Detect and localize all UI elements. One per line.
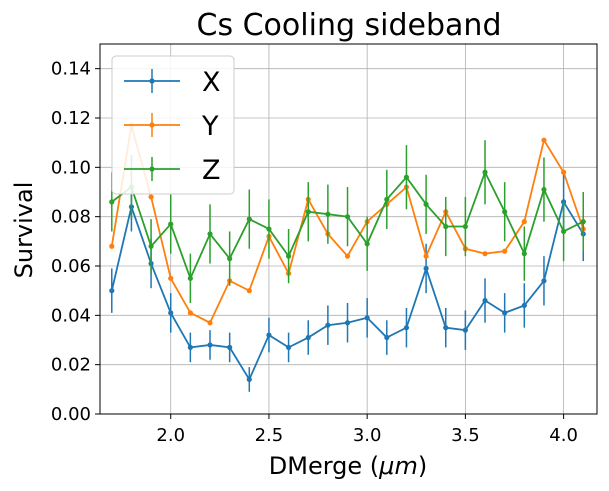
legend: XYZ xyxy=(111,55,235,195)
y-tick-label: 0.04 xyxy=(51,305,91,326)
series-x-point xyxy=(541,278,547,284)
x-tick-label: 3.5 xyxy=(451,425,480,446)
series-y-point xyxy=(187,310,193,316)
series-z-point xyxy=(443,223,449,230)
series-x-point xyxy=(246,376,252,383)
series-y-point xyxy=(246,288,252,294)
series-z-point xyxy=(561,228,567,235)
series-x-point xyxy=(109,288,115,294)
series-z-point xyxy=(168,221,174,227)
y-tick-label: 0.08 xyxy=(51,207,91,228)
legend-marker-y xyxy=(149,122,155,128)
series-x-point xyxy=(502,310,508,316)
series-x-point xyxy=(187,344,193,350)
legend-marker-x xyxy=(149,78,155,84)
series-z-point xyxy=(541,186,547,193)
x-axis-label: DMerge (μm) xyxy=(269,452,427,480)
series-y-point xyxy=(482,251,488,257)
series-x-point xyxy=(305,334,311,341)
series-x-point xyxy=(325,322,331,328)
y-axis-label: Survival xyxy=(10,182,38,279)
series-z-point xyxy=(325,211,331,217)
series-y-point xyxy=(109,243,115,249)
legend-marker-z xyxy=(149,166,155,172)
y-tick-label: 0.12 xyxy=(51,108,91,129)
series-y-point xyxy=(344,253,351,259)
series-y-point xyxy=(168,275,174,281)
series-z-point xyxy=(187,275,193,281)
series-z-point xyxy=(364,241,370,247)
series-group xyxy=(109,122,586,392)
series-x-point xyxy=(423,265,429,272)
x-tick-label: 2.5 xyxy=(255,425,284,446)
series-x-point xyxy=(207,342,213,348)
series-x-point xyxy=(285,344,292,350)
series-y-point xyxy=(541,137,547,143)
series-x-point xyxy=(344,320,351,326)
series-x-point xyxy=(403,325,410,331)
series-z xyxy=(109,140,586,303)
chart-title: Cs Cooling sideband xyxy=(197,8,502,43)
legend-label-y: Y xyxy=(201,111,219,142)
series-z-point xyxy=(423,201,429,207)
series-x-point xyxy=(227,344,233,350)
series-x-point xyxy=(521,302,527,309)
y-tick-label: 0.00 xyxy=(51,404,91,425)
series-x-point xyxy=(462,327,468,333)
series-z-point xyxy=(403,174,410,180)
x-axis-ticks: 2.0 2.5 3.0 3.5 4.0 xyxy=(156,414,578,446)
series-z-point xyxy=(344,214,351,220)
series-z-point xyxy=(521,251,527,257)
x-tick-label: 4.0 xyxy=(549,425,578,446)
legend-label-z: Z xyxy=(202,155,221,186)
series-y-point xyxy=(207,320,213,326)
series-z-point xyxy=(580,219,586,225)
series-y-point xyxy=(561,169,567,175)
series-x-point xyxy=(168,310,174,316)
series-z-point xyxy=(266,226,272,232)
series-z-point xyxy=(246,216,252,222)
y-tick-label: 0.10 xyxy=(51,157,91,178)
series-z-point xyxy=(384,196,390,202)
series-x-point xyxy=(443,325,449,331)
series-y-point xyxy=(502,248,508,254)
series-x-point xyxy=(364,315,370,321)
y-axis-ticks: 0.00 0.02 0.04 0.06 0.08 0.10 0.12 0.14 xyxy=(51,59,100,425)
y-tick-label: 0.02 xyxy=(51,355,91,376)
series-z-point xyxy=(462,223,468,230)
legend-label-x: X xyxy=(202,67,221,98)
series-z-point xyxy=(482,169,488,175)
series-y-point xyxy=(148,194,154,200)
series-z-point xyxy=(305,209,311,215)
series-x-point xyxy=(384,334,390,341)
series-z-point xyxy=(109,199,115,205)
series-x-point xyxy=(482,297,488,304)
series-y-point xyxy=(423,253,429,259)
series-x-point xyxy=(266,332,272,338)
y-tick-label: 0.14 xyxy=(51,59,91,80)
plot-frame xyxy=(99,43,598,415)
x-tick-label: 3.0 xyxy=(353,425,382,446)
x-tick-label: 2.0 xyxy=(156,425,185,446)
series-z-point xyxy=(502,209,508,215)
series-z-point xyxy=(285,253,292,259)
series-z-point xyxy=(207,231,213,237)
series-y-point xyxy=(521,219,527,225)
series-z-point xyxy=(148,243,154,249)
series-z-point xyxy=(227,256,233,262)
y-tick-label: 0.06 xyxy=(51,256,91,277)
